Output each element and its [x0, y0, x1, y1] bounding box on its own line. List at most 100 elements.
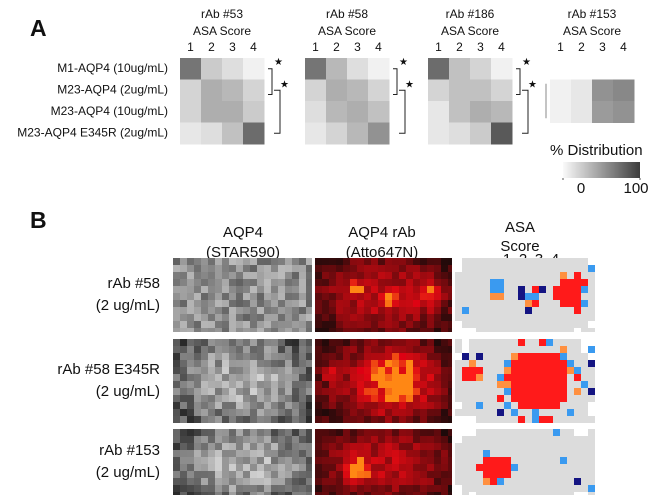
- pixel: [243, 450, 250, 457]
- pixel: [539, 321, 546, 328]
- pixel: [250, 436, 257, 443]
- pixel: [462, 293, 469, 300]
- pixel: [187, 279, 194, 286]
- pixel: [257, 360, 264, 367]
- pixel: [343, 374, 350, 381]
- pixel: [229, 314, 236, 321]
- pixel: [434, 478, 441, 485]
- pixel: [236, 464, 243, 471]
- pixel: [187, 436, 194, 443]
- pixel: [364, 492, 371, 495]
- pixel: [299, 374, 306, 381]
- pixel: [250, 443, 257, 450]
- pixel: [588, 314, 595, 321]
- pixel: [222, 492, 229, 495]
- pixel: [560, 471, 567, 478]
- pixel: [343, 367, 350, 374]
- pixel: [427, 279, 434, 286]
- pixel: [264, 374, 271, 381]
- pixel: [357, 346, 364, 353]
- heatmap-cell: [243, 122, 265, 145]
- pixel: [364, 272, 371, 279]
- pixel: [518, 328, 525, 332]
- pixel: [180, 258, 187, 265]
- pixel: [427, 471, 434, 478]
- pixel: [264, 314, 271, 321]
- pixel: [560, 279, 567, 286]
- pixel: [222, 395, 229, 402]
- pixel: [504, 464, 511, 471]
- pixel: [194, 381, 201, 388]
- pixel: [441, 402, 448, 409]
- pixel: [315, 265, 322, 272]
- pixel: [336, 471, 343, 478]
- pixel: [250, 339, 257, 346]
- pixel: [413, 339, 420, 346]
- pixel: [243, 258, 250, 265]
- pixel: [201, 321, 208, 328]
- pixel: [306, 258, 312, 265]
- pixel: [306, 307, 312, 314]
- pixel: [278, 300, 285, 307]
- pixel: [532, 409, 539, 416]
- pixel: [364, 388, 371, 395]
- pixel: [201, 353, 208, 360]
- pixel: [406, 346, 413, 353]
- pixel: [229, 286, 236, 293]
- pixel: [285, 279, 292, 286]
- pixel: [336, 314, 343, 321]
- pixel: [371, 367, 378, 374]
- pixel: [257, 353, 264, 360]
- pixel: [343, 286, 350, 293]
- pixel: [322, 307, 329, 314]
- pixel: [476, 478, 483, 485]
- heatmap-cell: [592, 79, 614, 102]
- pixel: [413, 478, 420, 485]
- pixel: [306, 353, 312, 360]
- heatmap-cell: [201, 101, 223, 123]
- pixel: [271, 485, 278, 492]
- bracket: [516, 68, 521, 96]
- pixel: [322, 409, 329, 416]
- pixel: [264, 328, 271, 332]
- pixel: [385, 314, 392, 321]
- pixel: [236, 450, 243, 457]
- pixel: [483, 450, 490, 457]
- pixel: [350, 314, 357, 321]
- pixel: [357, 429, 364, 436]
- pixel: [588, 272, 595, 279]
- pixel: [476, 409, 483, 416]
- pixel: [385, 367, 392, 374]
- pixel: [455, 436, 462, 443]
- pixel: [194, 478, 201, 485]
- pixel: [215, 272, 222, 279]
- pixel: [588, 450, 595, 457]
- pixel: [271, 374, 278, 381]
- pixel: [476, 457, 483, 464]
- pixel: [322, 450, 329, 457]
- pixel: [257, 395, 264, 402]
- pixel: [315, 450, 322, 457]
- pixel: [201, 388, 208, 395]
- pixel: [350, 457, 357, 464]
- pixel: [574, 436, 581, 443]
- pixel: [180, 485, 187, 492]
- pixel: [215, 409, 222, 416]
- pixel: [315, 339, 322, 346]
- heatmap-cell: [347, 101, 369, 123]
- pixel: [560, 367, 567, 374]
- pixel: [525, 464, 532, 471]
- pixel: [264, 471, 271, 478]
- heatmap-cell: [326, 79, 348, 102]
- pixel: [336, 346, 343, 353]
- pixel: [350, 478, 357, 485]
- pixel: [420, 443, 427, 450]
- pixel: [413, 402, 420, 409]
- pixel: [243, 272, 250, 279]
- pixel: [483, 339, 490, 346]
- pixel: [455, 471, 462, 478]
- pixel: [574, 429, 581, 436]
- pixel: [469, 321, 476, 328]
- pixel: [271, 279, 278, 286]
- pixel: [357, 478, 364, 485]
